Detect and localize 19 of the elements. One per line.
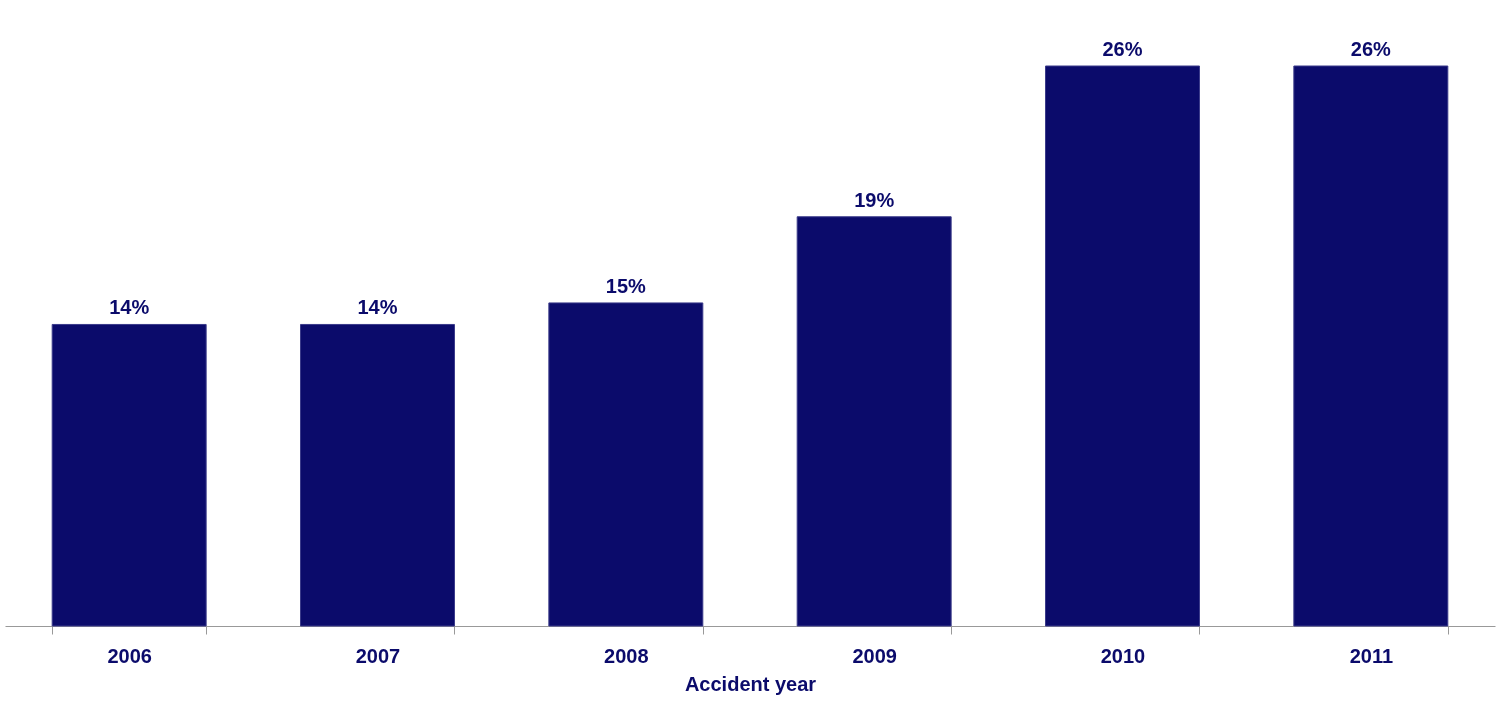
bar — [300, 323, 455, 627]
x-tick-label: 2009 — [852, 644, 897, 667]
x-tick-label: 2008 — [604, 644, 649, 667]
data-label: 14% — [109, 296, 150, 319]
data-label: 15% — [605, 274, 647, 297]
x-axis-title: Accident year — [684, 672, 817, 695]
bar — [51, 323, 207, 627]
data-label: 26% — [1102, 38, 1143, 60]
bar — [796, 216, 952, 627]
bar — [548, 302, 704, 627]
x-tick-label: 2011 — [1349, 644, 1394, 667]
data-label: 14% — [357, 296, 398, 319]
x-tick-label: 2010 — [1100, 644, 1146, 667]
x-tick-label: 2006 — [107, 644, 152, 667]
x-tick-label: 2007 — [355, 644, 401, 667]
bar — [1293, 65, 1449, 627]
data-label: 19% — [854, 188, 895, 211]
bar — [1045, 65, 1200, 627]
data-label: 26% — [1350, 38, 1392, 60]
